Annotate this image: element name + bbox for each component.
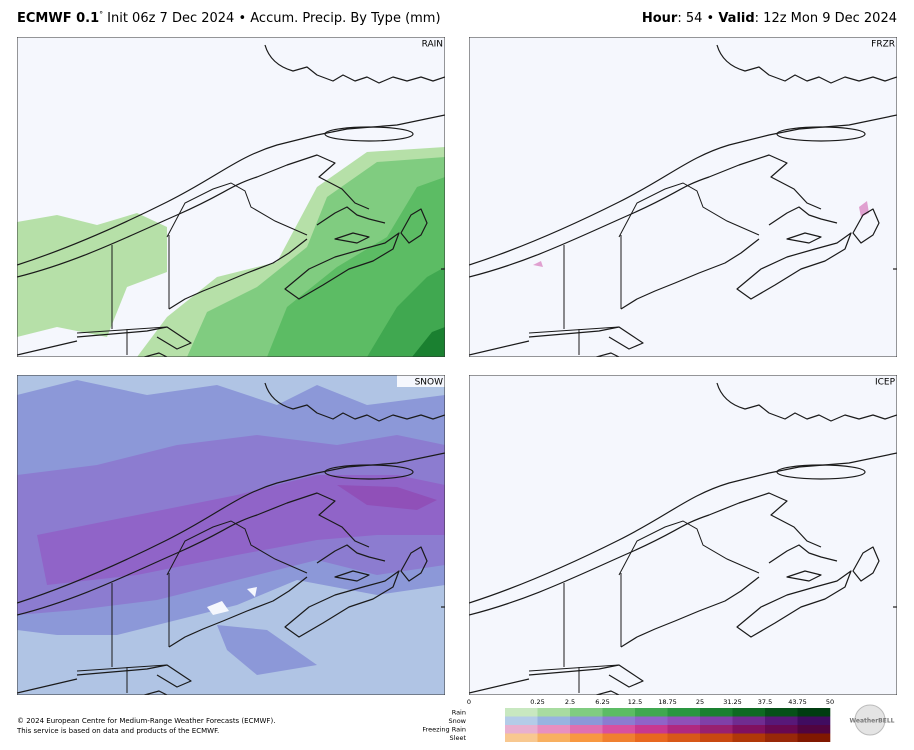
colorbar-swatch — [667, 716, 701, 725]
colorbar-swatch — [732, 725, 766, 734]
header-valid: Hour: 54 • Valid: 12z Mon 9 Dec 2024 — [642, 11, 897, 26]
colorbar-swatch — [602, 733, 636, 742]
colorbar-swatch — [505, 708, 538, 717]
colorbar-tick-label: 2.5 — [565, 698, 575, 706]
map-panel: ICEP — [469, 375, 897, 695]
colorbar-swatch — [667, 733, 701, 742]
colorbar-swatch — [732, 716, 766, 725]
colorbar-row-label: Snow — [448, 717, 466, 725]
product-title: Init 06z 7 Dec 2024 • Accum. Precip. By … — [107, 11, 440, 26]
logo-text: WeatherBELL — [849, 718, 894, 725]
panel-label: RAIN — [422, 40, 443, 50]
colorbar-swatch — [700, 733, 733, 742]
footer-copyright: © 2024 European Centre for Medium-Range … — [17, 717, 275, 725]
colorbar-swatch — [635, 733, 668, 742]
colorbar: 0 0.25 2.5 6.25 12.5 18.75 25 31.25 37.5 43.75 50 R… — [422, 698, 834, 742]
colorbar-swatch — [570, 708, 603, 717]
logo: WeatherBELL — [849, 704, 895, 736]
hour-label: Hour — [642, 11, 678, 26]
colorbar-swatch — [765, 708, 798, 717]
colorbar-swatch — [537, 716, 571, 725]
colorbar-swatch — [797, 708, 831, 717]
colorbar-tick-label: 43.75 — [788, 698, 807, 706]
colorbar-swatch — [700, 716, 733, 725]
hour-value: : 54 • — [677, 11, 718, 26]
colorbar-swatch — [505, 716, 538, 725]
colorbar-tick-label: 50 — [826, 698, 834, 706]
colorbar-swatch — [505, 733, 538, 742]
map-panel: FRZR — [469, 37, 897, 357]
colorbar-tick-label: 25 — [696, 698, 704, 706]
model-name: ECMWF 0.1 — [17, 11, 99, 26]
colorbar-swatch — [505, 725, 538, 734]
colorbar-swatch — [732, 708, 766, 717]
colorbar-tick-label: 31.25 — [723, 698, 742, 706]
colorbar-swatch — [765, 725, 798, 734]
valid-label: Valid — [718, 11, 754, 26]
colorbar-swatch — [570, 725, 603, 734]
colorbar-swatch — [635, 708, 668, 717]
panel-label: FRZR — [871, 40, 895, 50]
colorbar-swatch — [700, 725, 733, 734]
colorbar-swatch — [602, 708, 636, 717]
colorbar-swatch — [765, 716, 798, 725]
colorbar-swatch — [797, 733, 831, 742]
colorbar-swatch — [797, 716, 831, 725]
colorbar-tick-label: 37.5 — [758, 698, 772, 706]
map-panel: RAIN — [17, 37, 445, 357]
colorbar-tick-label: 18.75 — [658, 698, 677, 706]
colorbar-swatch — [602, 716, 636, 725]
panel-label: SNOW — [415, 378, 444, 388]
colorbar-swatch — [570, 716, 603, 725]
colorbar-swatch — [667, 725, 701, 734]
colorbar-swatch — [635, 725, 668, 734]
colorbar-row-label: Sleet — [450, 734, 467, 742]
colorbar-swatch — [537, 725, 571, 734]
colorbar-tick-label: 0.25 — [530, 698, 544, 706]
colorbar-swatch — [797, 725, 831, 734]
colorbar-row-label: Rain — [452, 708, 466, 716]
colorbar-swatch — [732, 733, 766, 742]
colorbar-tick-label: 12.5 — [628, 698, 642, 706]
colorbar-swatch — [537, 708, 571, 717]
colorbar-swatch — [635, 716, 668, 725]
colorbar-swatch — [667, 708, 701, 717]
valid-value: : 12z Mon 9 Dec 2024 — [755, 11, 897, 26]
panel-label: ICEP — [875, 378, 896, 388]
colorbar-tick-label: 0 — [467, 698, 471, 706]
colorbar-swatch — [700, 708, 733, 717]
degree-symbol: ° — [99, 10, 103, 19]
colorbar-tick-label: 6.25 — [595, 698, 609, 706]
colorbar-swatch — [765, 733, 798, 742]
colorbar-swatch — [602, 725, 636, 734]
header-title: ECMWF 0.1° Init 06z 7 Dec 2024 • Accum. P… — [17, 10, 441, 26]
footer-notice: This service is based on data and produc… — [16, 727, 219, 735]
colorbar-swatch — [537, 733, 571, 742]
colorbar-swatch — [570, 733, 603, 742]
colorbar-row-label: Freezing Rain — [422, 725, 466, 733]
map-panel: SNOW — [17, 375, 445, 695]
